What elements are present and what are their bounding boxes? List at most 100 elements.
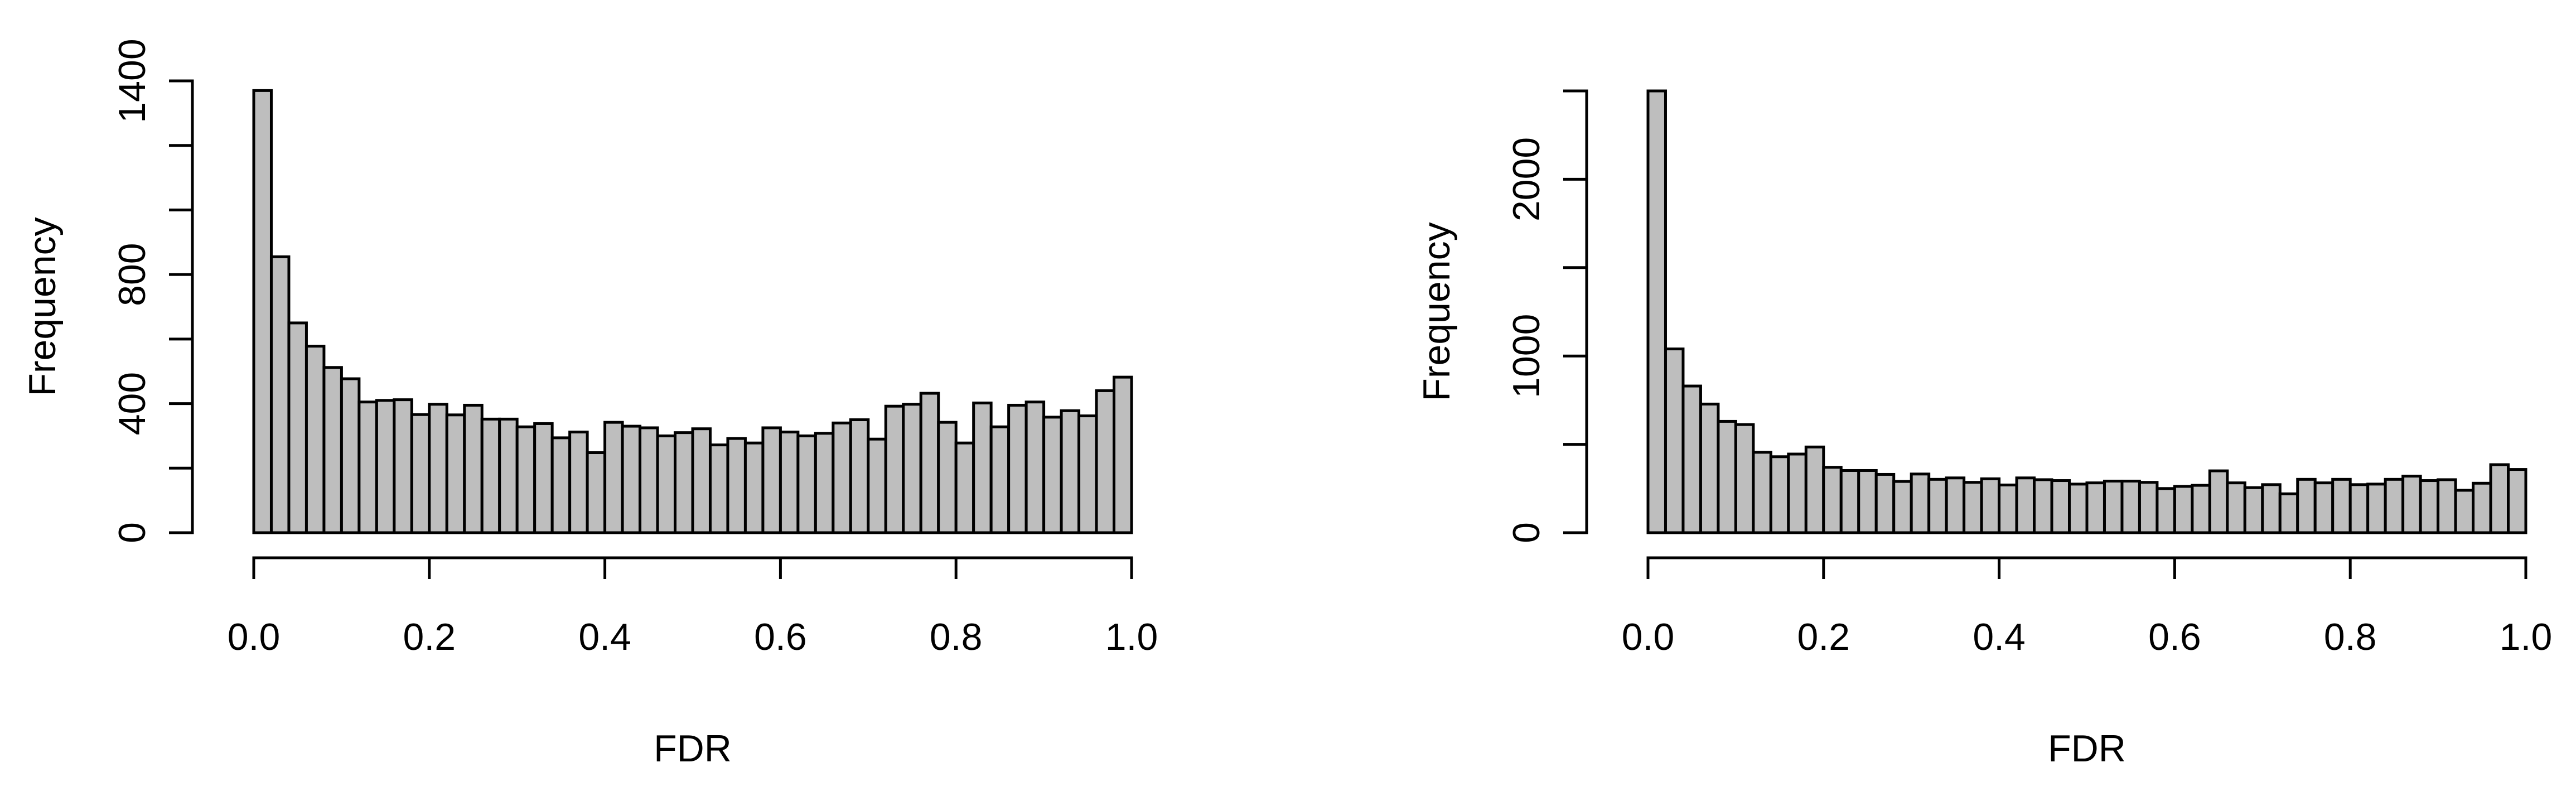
histogram-bar	[480, 417, 501, 534]
histogram-bar	[2401, 475, 2422, 534]
histogram-bar	[2015, 476, 2036, 534]
histogram-bar	[726, 437, 747, 534]
histogram-bar	[2296, 477, 2317, 534]
histogram-bar	[2384, 477, 2405, 534]
histogram-left: 0 400 800 1400 0.0 0.2 0.4 0.6 0.8 1.0 FDR Frequenc…	[21, 38, 1158, 770]
x-tick-label: 1.0	[1105, 616, 1158, 658]
histogram-bar	[445, 413, 466, 534]
histogram-bar	[919, 392, 940, 534]
histogram-bar	[2348, 483, 2370, 534]
histogram-bar	[1787, 452, 1807, 534]
histogram-bar	[1077, 414, 1098, 534]
histogram-bar	[779, 430, 800, 534]
histogram-bar	[305, 345, 326, 534]
histogram-bar	[1699, 402, 1720, 534]
histogram-bar	[533, 422, 554, 534]
histogram-bar	[1980, 477, 2001, 534]
y-tick-label: 2000	[1505, 137, 1548, 221]
histogram-bar	[1857, 469, 1878, 534]
x-tick-label: 0.8	[2324, 616, 2377, 658]
histogram-bar	[2454, 489, 2475, 534]
histogram-bar	[937, 421, 958, 534]
histogram-bar	[322, 366, 343, 534]
histogram-bar	[1892, 480, 1913, 534]
histogram-bar	[2033, 478, 2053, 534]
histogram-bar	[2103, 479, 2124, 534]
histogram-bar	[2226, 481, 2246, 534]
histogram-bar	[1874, 472, 1896, 534]
x-tick-label: 0.8	[930, 616, 983, 658]
histogram-bar	[2366, 482, 2387, 534]
histogram-bar	[2085, 481, 2106, 534]
x-tick-label: 0.6	[2148, 616, 2201, 658]
histogram-bar	[1963, 481, 1983, 534]
y-axis-title: Frequency	[1415, 222, 1458, 401]
x-tick-label: 0.4	[578, 616, 631, 658]
histogram-bar	[761, 426, 782, 534]
histogram-bar	[2138, 481, 2159, 534]
histogram-bar	[639, 426, 659, 534]
histogram-bar	[2191, 484, 2211, 534]
histogram-bar	[2489, 463, 2510, 534]
x-tick-label: 0.6	[754, 616, 807, 658]
histogram-bar	[375, 399, 396, 534]
histogram-bar	[1060, 409, 1081, 534]
y-tick-label: 400	[111, 372, 153, 435]
histogram-bar	[1095, 389, 1116, 534]
x-tick-label: 0.4	[1973, 616, 2026, 658]
x-tick-label: 0.0	[1622, 616, 1675, 658]
histogram-bar	[1007, 403, 1028, 534]
histogram-bar	[393, 398, 413, 534]
histogram-bar	[498, 417, 519, 534]
histogram-bar	[2419, 479, 2440, 534]
histogram-bar	[357, 400, 378, 534]
histogram-bar	[1664, 348, 1685, 534]
x-tick-label: 1.0	[2500, 616, 2553, 658]
histogram-bar	[2173, 485, 2194, 534]
histogram-bar	[287, 321, 308, 534]
histogram-bar	[1927, 477, 1948, 534]
histogram-bar	[832, 421, 852, 534]
histogram-bar	[989, 425, 1011, 534]
histogram-right: 0 1000 2000 0.0 0.2 0.4 0.6 0.8 1.0 FDR Frequency	[1415, 89, 2553, 770]
histogram-bar	[1042, 416, 1063, 534]
histogram-bar	[954, 441, 975, 534]
x-tick-label: 0.2	[1797, 616, 1850, 658]
histogram-bar	[656, 434, 677, 534]
x-axis-title: FDR	[654, 727, 732, 770]
histogram-bar	[743, 441, 765, 534]
histogram-bar	[1822, 466, 1843, 534]
histogram-bar	[1024, 400, 1046, 534]
histogram-bar	[1998, 483, 2018, 534]
histogram-bar	[1113, 375, 1133, 534]
y-tick-label: 1400	[111, 38, 153, 123]
histogram-bar	[2155, 487, 2176, 534]
y-tick-label: 0	[1505, 522, 1548, 543]
histogram-bar	[515, 425, 537, 534]
histogram-bar	[2331, 477, 2352, 534]
histogram-bar	[340, 377, 361, 534]
histogram-bar	[2050, 479, 2071, 534]
histogram-bar	[691, 427, 712, 534]
histogram-bar	[1752, 451, 1772, 534]
histogram-bar	[708, 443, 729, 534]
histogram-bar	[2208, 469, 2229, 534]
histogram-bar	[621, 424, 642, 534]
histogram-bar	[884, 404, 905, 534]
histogram-bar	[1646, 89, 1667, 534]
y-tick-label: 1000	[1505, 314, 1548, 398]
histogram-bar	[674, 431, 694, 534]
y-tick-label: 0	[111, 522, 153, 543]
histogram-bar	[603, 421, 624, 534]
histogram-bar	[1681, 384, 1702, 534]
y-tick-label: 800	[111, 243, 153, 306]
histogram-bar	[269, 255, 291, 534]
histogram-bar	[463, 403, 484, 534]
histogram-bar	[2472, 481, 2492, 534]
histogram-bar	[1734, 423, 1755, 534]
histogram-bar	[1717, 419, 1737, 534]
histogram-bar	[2507, 468, 2527, 534]
histogram-bar	[2261, 483, 2282, 534]
y-axis-title: Frequency	[21, 217, 64, 396]
